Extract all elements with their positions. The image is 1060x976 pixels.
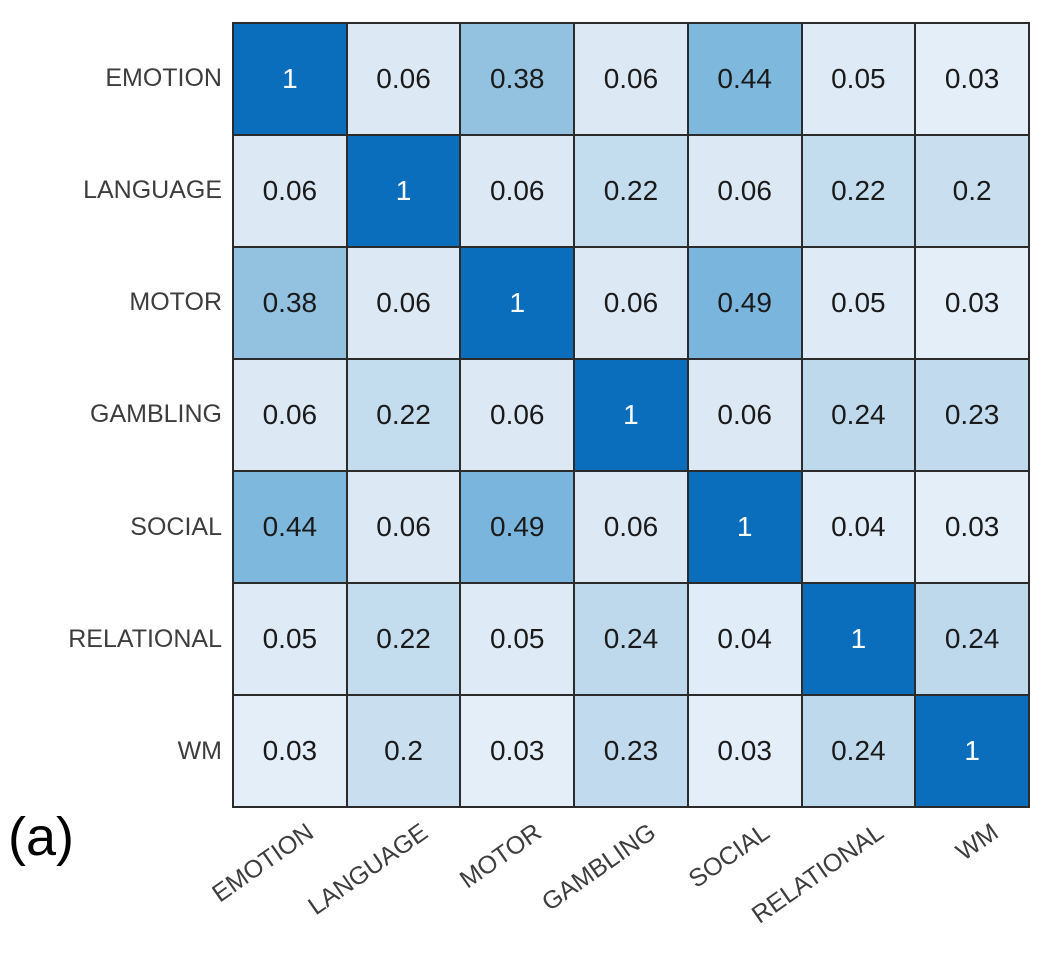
heatmap-cell: 0.22	[345, 582, 462, 696]
heatmap-row: 0.06 1 0.06 0.22 0.06 0.22 0.2	[232, 134, 1030, 248]
heatmap-cell: 1	[686, 470, 803, 584]
y-axis-label: SOCIAL	[130, 512, 222, 541]
x-axis-label: EMOTION	[207, 818, 320, 908]
heatmap-cell: 0.06	[573, 470, 689, 584]
heatmap-cell: 0.22	[573, 134, 689, 248]
heatmap-cell: 0.03	[914, 246, 1030, 360]
heatmap-cell: 0.06	[573, 246, 689, 360]
heatmap-cell: 0.38	[232, 246, 348, 360]
y-axis-label: LANGUAGE	[83, 175, 222, 204]
heatmap-row: 0.05 0.22 0.05 0.24 0.04 1 0.24	[232, 582, 1030, 696]
heatmap-cell: 0.05	[459, 582, 576, 696]
x-axis-label: GAMBLING	[536, 818, 662, 917]
x-axis-label: MOTOR	[455, 818, 548, 895]
heatmap-row: 0.38 0.06 1 0.06 0.49 0.05 0.03	[232, 246, 1030, 360]
figure-label: (a)	[8, 807, 74, 867]
heatmap-cell: 0.06	[345, 246, 462, 360]
heatmap-cell: 0.05	[232, 582, 348, 696]
heatmap-cell: 1	[345, 134, 462, 248]
heatmap-cell: 0.49	[459, 470, 576, 584]
heatmap-cell: 0.03	[459, 694, 576, 808]
heatmap-cell: 1	[800, 582, 917, 696]
heatmap-cell: 0.2	[345, 694, 462, 808]
heatmap-cell: 0.23	[573, 694, 689, 808]
heatmap-cell: 0.24	[800, 694, 917, 808]
heatmap-cell: 0.24	[914, 582, 1030, 696]
heatmap-cell: 0.06	[573, 22, 689, 136]
heatmap-cell: 0.06	[232, 358, 348, 472]
heatmap-cell: 0.23	[914, 358, 1030, 472]
heatmap-row: 1 0.06 0.38 0.06 0.44 0.05 0.03	[232, 22, 1030, 136]
heatmap-cell: 0.22	[800, 134, 917, 248]
x-axis-label: SOCIAL	[683, 818, 776, 894]
heatmap-cell: 0.44	[686, 22, 803, 136]
heatmap-cell: 0.22	[345, 358, 462, 472]
heatmap-cell: 1	[232, 22, 348, 136]
heatmap-cell: 0.44	[232, 470, 348, 584]
heatmap-cell: 0.03	[232, 694, 348, 808]
x-axis-label: LANGUAGE	[303, 818, 434, 921]
heatmap-cell: 0.06	[459, 134, 576, 248]
heatmap-cell: 0.04	[800, 470, 917, 584]
heatmap-cell: 0.03	[914, 470, 1030, 584]
heatmap-cell: 0.04	[686, 582, 803, 696]
heatmap-cell: 0.06	[345, 22, 462, 136]
heatmap-cell: 0.05	[800, 22, 917, 136]
heatmap-cell: 1	[914, 694, 1030, 808]
heatmap-cell: 0.06	[686, 358, 803, 472]
heatmap-cell: 0.06	[459, 358, 576, 472]
y-axis-label: WM	[177, 737, 222, 766]
y-axis-label: EMOTION	[105, 63, 222, 92]
heatmap-row: 0.44 0.06 0.49 0.06 1 0.04 0.03	[232, 470, 1030, 584]
heatmap-cell: 0.49	[686, 246, 803, 360]
heatmap-cell: 0.2	[914, 134, 1030, 248]
y-axis-label: MOTOR	[129, 288, 222, 317]
heatmap-cell: 0.06	[345, 470, 462, 584]
heatmap-row: 0.06 0.22 0.06 1 0.06 0.24 0.23	[232, 358, 1030, 472]
heatmap-cell: 0.05	[800, 246, 917, 360]
correlation-heatmap: 1 0.06 0.38 0.06 0.44 0.05 0.03 0.06 1 0.06 0.22 0.…	[232, 22, 1030, 808]
heatmap-cell: 0.06	[232, 134, 348, 248]
heatmap-row: 0.03 0.2 0.03 0.23 0.03 0.24 1	[232, 694, 1030, 808]
heatmap-cell: 1	[573, 358, 689, 472]
y-axis-label: RELATIONAL	[68, 625, 222, 654]
heatmap-cell: 0.03	[914, 22, 1030, 136]
y-axis-label: GAMBLING	[90, 400, 222, 429]
heatmap-cell: 0.24	[800, 358, 917, 472]
heatmap-cell: 0.24	[573, 582, 689, 696]
x-axis-label: WM	[950, 818, 1004, 867]
heatmap-cell: 0.03	[686, 694, 803, 808]
heatmap-cell: 1	[459, 246, 576, 360]
heatmap-cell: 0.38	[459, 22, 576, 136]
heatmap-cell: 0.06	[686, 134, 803, 248]
